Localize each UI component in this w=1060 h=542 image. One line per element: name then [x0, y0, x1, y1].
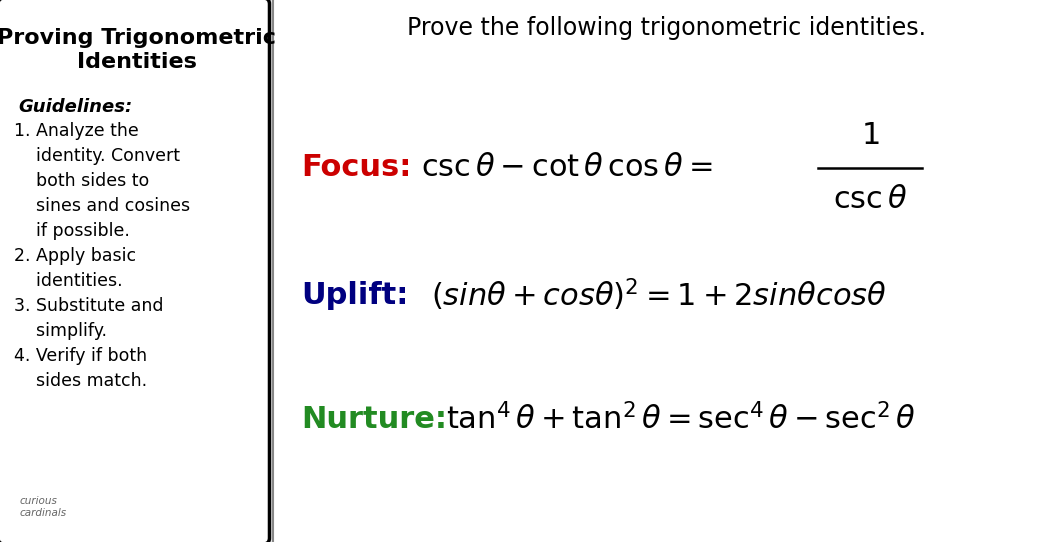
Text: Focus:: Focus:: [301, 153, 412, 183]
Text: Proving Trigonometric: Proving Trigonometric: [0, 28, 277, 48]
Text: 1. Analyze the
    identity. Convert
    both sides to
    sines and cosines
   : 1. Analyze the identity. Convert both si…: [14, 122, 190, 390]
FancyBboxPatch shape: [0, 0, 269, 542]
Text: curious
cardinals: curious cardinals: [20, 496, 67, 518]
Text: Uplift:: Uplift:: [301, 281, 409, 309]
Text: Guidelines:: Guidelines:: [18, 98, 132, 116]
Text: $\tan^4\theta + \tan^2\theta = \sec^4\theta - \sec^2\theta$: $\tan^4\theta + \tan^2\theta = \sec^4\th…: [446, 404, 917, 436]
Text: Nurture:: Nurture:: [301, 405, 447, 435]
Text: $\mathrm{csc}\,\theta$: $\mathrm{csc}\,\theta$: [833, 184, 907, 216]
Bar: [273, 0, 1060, 542]
Text: Identities: Identities: [76, 52, 197, 72]
Text: $1$: $1$: [861, 120, 879, 152]
Text: $\mathrm{csc}\,\theta - \mathrm{cot}\,\theta\,\mathrm{cos}\,\theta = $: $\mathrm{csc}\,\theta - \mathrm{cot}\,\t…: [422, 152, 713, 184]
Text: $(\mathit{sin}\theta + \mathit{cos}\theta)^2 = 1 + 2\mathit{sin}\theta\mathit{co: $(\mathit{sin}\theta + \mathit{cos}\thet…: [431, 277, 887, 313]
Text: Prove the following trigonometric identities.: Prove the following trigonometric identi…: [407, 16, 926, 40]
